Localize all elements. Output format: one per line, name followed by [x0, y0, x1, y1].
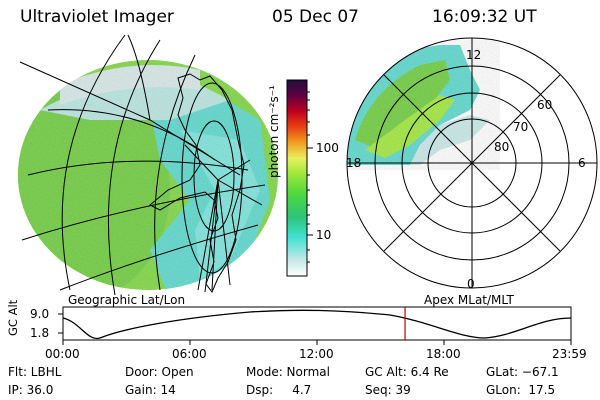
alt-max-label: 9.0 [30, 307, 50, 321]
altitude-axis-ticks [58, 313, 572, 345]
info-glat: GLat: −67.1 [486, 365, 559, 379]
colorbar-tick-10: 10 [316, 228, 332, 242]
continent-outline [149, 73, 245, 293]
time-label: 16:09:32 UT [432, 7, 537, 27]
info-seq: Seq: 39 [365, 383, 411, 397]
mlt-label-12: 12 [466, 48, 482, 62]
date-label: 05 Dec 07 [272, 7, 359, 27]
altitude-curve [62, 309, 572, 340]
info-dsp: Dsp: 4.7 [246, 383, 312, 397]
mlat-label-60: 60 [537, 98, 553, 112]
geo-latlon-label: Geographic Lat/Lon [68, 293, 186, 307]
info-ip: IP: 36.0 [8, 383, 54, 397]
altitude-track [62, 306, 572, 341]
colorbar-ticks [307, 91, 313, 263]
earth-image [18, 60, 278, 290]
geo-grid [19, 34, 266, 296]
info-mode: Mode: Normal [246, 365, 330, 379]
info-glon: GLon: 17.5 [486, 383, 556, 397]
info-gc-alt: GC Alt: 6.4 Re [365, 365, 449, 379]
mlt-label-18: 18 [346, 156, 362, 170]
info-door: Door: Open [125, 365, 194, 379]
time-tick-1200: 12:00 [299, 347, 334, 361]
mlat-label-80: 80 [494, 140, 510, 154]
time-tick-0000: 00:00 [45, 347, 80, 361]
mlt-label-0: 0 [467, 277, 475, 291]
mlat-label-70: 70 [513, 120, 529, 134]
mlt-label-6: 6 [578, 156, 586, 170]
info-flt: Flt: LBHL [8, 365, 62, 379]
time-tick-2359: 23:59 [552, 347, 587, 361]
alt-min-label: 1.8 [30, 326, 50, 340]
apex-mlat-mlt-label: Apex MLat/MLT [424, 293, 514, 307]
time-tick-1800: 18:00 [426, 347, 461, 361]
colorbar-unit-label: photon cm⁻²s⁻¹ [267, 85, 281, 178]
gc-alt-axis-label: GC Alt [6, 299, 20, 336]
time-tick-0600: 06:00 [172, 347, 207, 361]
polar-grid [346, 37, 598, 289]
colorbar [286, 79, 308, 277]
info-gain: Gain: 14 [125, 383, 176, 397]
colorbar-tick-100: 100 [316, 141, 339, 155]
instrument-title: Ultraviolet Imager [20, 7, 174, 27]
